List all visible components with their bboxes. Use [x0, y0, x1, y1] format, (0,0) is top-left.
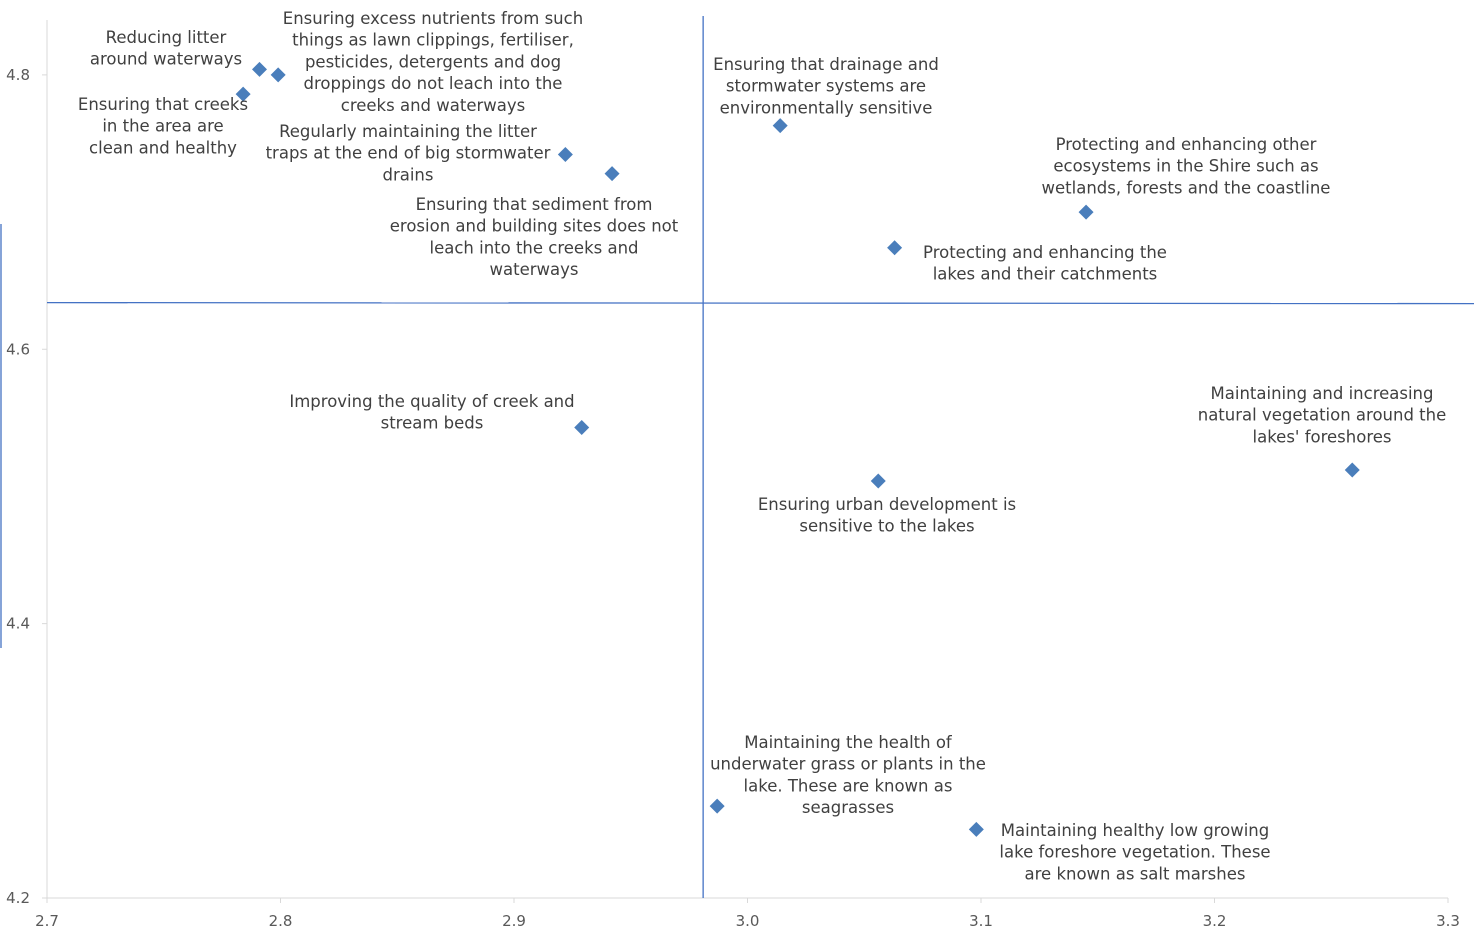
data-point-label: Ensuring urban development is sensitive t… — [758, 495, 1016, 536]
data-point-label-line: Improving the quality of creek and — [289, 392, 574, 411]
data-point-label-line: lakes and their catchments — [933, 265, 1158, 284]
data-point-label-line: underwater grass or plants in the — [710, 755, 986, 774]
x-tick-label: 2.9 — [502, 912, 526, 930]
data-point-marker — [1344, 462, 1360, 478]
data-point-label-line: Maintaining the health of — [744, 733, 953, 752]
data-point-label-line: wetlands, forests and the coastline — [1042, 178, 1331, 197]
data-point-label: Maintaining and increasing natural vegeta… — [1198, 384, 1447, 446]
data-points — [235, 61, 1360, 837]
data-point-label-line: stormwater systems are — [726, 77, 926, 96]
data-point-label-line: pesticides, detergents and dog — [305, 52, 561, 71]
data-point-label: Maintaining the health of underwater gras… — [710, 733, 986, 817]
x-tick-label: 3.1 — [969, 912, 993, 930]
data-point-label-line: traps at the end of big stormwater — [266, 144, 551, 163]
data-point-label-line: erosion and building sites does not — [390, 217, 679, 236]
data-point-label: Protecting and enhancing other ecosystems… — [1042, 135, 1331, 197]
horizontal-reference-line — [46, 301, 1474, 305]
data-point-label: Ensuring that creeks in the area are clean… — [78, 95, 248, 157]
data-point-marker — [604, 166, 620, 182]
data-point-marker — [772, 118, 788, 134]
data-point-label: Ensuring that drainage and stormwater sys… — [713, 55, 939, 117]
y-tick-label: 4.4 — [6, 615, 30, 633]
data-point-marker — [887, 240, 903, 256]
data-point-label-line: Ensuring that sediment from — [416, 195, 653, 214]
data-point-label: Reducing litter around waterways — [90, 28, 242, 69]
data-point-label: Maintaining healthy low growing lake fore… — [999, 821, 1270, 883]
data-point-marker — [709, 798, 725, 814]
quadrant-lines — [46, 16, 1474, 898]
x-tick-label: 3.3 — [1436, 912, 1460, 930]
y-tick-label: 4.6 — [6, 340, 30, 358]
data-point-label: Regularly maintaining the litter traps at… — [266, 122, 551, 184]
data-point-label-line: leach into the creeks and — [429, 238, 638, 257]
data-point-label-line: droppings do not leach into the — [304, 74, 563, 93]
data-point-label-line: are known as salt marshes — [1025, 864, 1246, 883]
data-point-marker — [235, 86, 251, 102]
data-point-label-line: Ensuring excess nutrients from such — [283, 9, 583, 28]
data-point-marker — [574, 419, 590, 435]
point-labels: Reducing litter around waterways Ensuring … — [78, 9, 1446, 883]
data-point-label-line: Reducing litter — [106, 28, 227, 47]
data-point-label-line: waterways — [490, 260, 579, 279]
axes: 2.7 2.8 2.9 3.0 3.1 3.2 3.3 4.2 4.4 4.6 4.8 — [0, 20, 1460, 930]
data-point-marker — [968, 821, 984, 837]
data-point-label-line: Maintaining and increasing — [1211, 384, 1434, 403]
data-point-marker — [251, 61, 267, 77]
data-point-label-line: sensitive to the lakes — [799, 517, 974, 536]
data-point-label: Protecting and enhancing the lakes and th… — [923, 243, 1167, 284]
data-point-label-line: Protecting and enhancing other — [1056, 135, 1317, 154]
y-tick-label: 4.8 — [6, 66, 30, 84]
data-point-label-line: Protecting and enhancing the — [923, 243, 1167, 262]
x-tick-label: 2.8 — [269, 912, 293, 930]
data-point-marker — [870, 473, 886, 489]
data-point-label-line: around waterways — [90, 50, 242, 69]
data-point-label-line: seagrasses — [802, 798, 894, 817]
data-point-label-line: Maintaining healthy low growing — [1001, 821, 1269, 840]
data-point-label-line: lakes' foreshores — [1253, 427, 1392, 446]
data-point-marker — [270, 67, 286, 83]
data-point-label-line: environmentally sensitive — [720, 98, 933, 117]
data-point-label-line: drains — [382, 165, 433, 184]
data-point-label-line: stream beds — [381, 414, 484, 433]
y-tick-label: 4.2 — [6, 889, 30, 907]
data-point-label: Improving the quality of creek and stream… — [289, 392, 574, 433]
data-point-label: Ensuring that sediment from erosion and b… — [390, 195, 679, 279]
data-point-label-line: Ensuring that drainage and — [713, 55, 939, 74]
x-tick-label: 3.2 — [1203, 912, 1227, 930]
data-point-label-line: lake. These are known as — [744, 776, 953, 795]
data-point-label-line: creeks and waterways — [341, 96, 525, 115]
data-point-label-line: clean and healthy — [89, 138, 237, 157]
data-point-marker — [557, 146, 573, 162]
data-point-label-line: Ensuring that creeks — [78, 95, 248, 114]
data-point-label: Ensuring excess nutrients from such thing… — [283, 9, 583, 115]
data-point-marker — [1078, 204, 1094, 220]
x-tick-label: 2.7 — [35, 912, 59, 930]
data-point-label-line: things as lawn clippings, fertiliser, — [292, 31, 574, 50]
x-tick-label: 3.0 — [736, 912, 760, 930]
data-point-label-line: natural vegetation around the — [1198, 406, 1447, 425]
data-point-label-line: Regularly maintaining the litter — [279, 122, 537, 141]
data-point-label-line: ecosystems in the Shire such as — [1053, 157, 1318, 176]
data-point-label-line: in the area are — [102, 117, 223, 136]
data-point-label-line: Ensuring urban development is — [758, 495, 1016, 514]
data-point-label-line: lake foreshore vegetation. These — [999, 843, 1270, 862]
